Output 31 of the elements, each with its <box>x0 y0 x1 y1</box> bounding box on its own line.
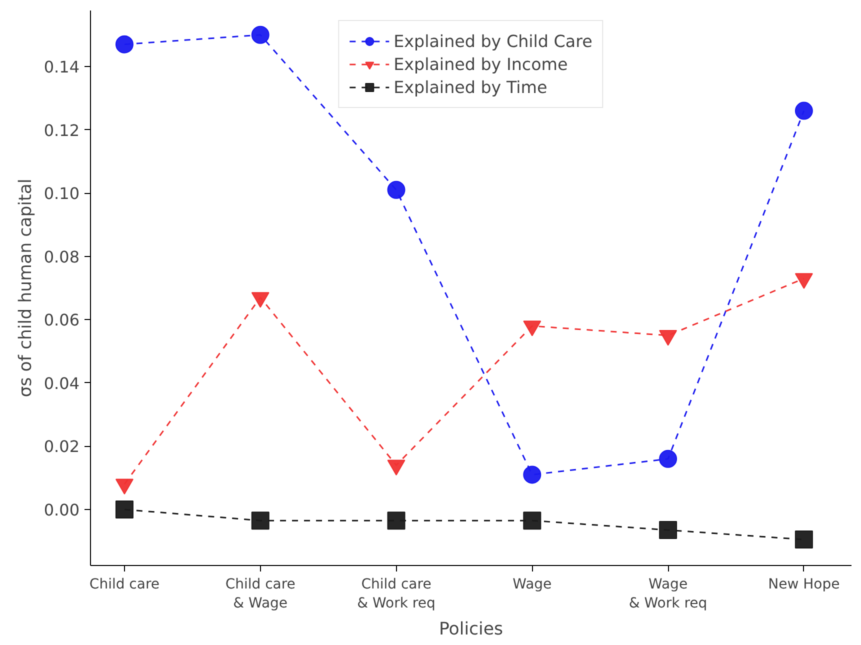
y-tick-label: 0.06 <box>44 310 80 330</box>
point <box>659 450 678 468</box>
legend-label: Explained by Income <box>394 54 568 74</box>
x-tick-label: New Hope <box>768 576 840 592</box>
y-tick-label: 0.12 <box>44 120 80 140</box>
y-tick-label: 0.08 <box>44 247 80 266</box>
legend-label: Explained by Child Care <box>394 32 592 50</box>
point <box>387 512 406 530</box>
point <box>794 530 813 549</box>
point <box>387 180 406 199</box>
y-tick-label: 0.02 <box>44 437 80 456</box>
x-tick-label: Child care <box>89 576 160 592</box>
y-tick-label: 0.00 <box>44 500 80 520</box>
x-tick-label: Wage & Work req <box>628 576 708 612</box>
legend-label: Explained by Time <box>394 78 548 96</box>
point <box>659 521 678 540</box>
y-tick-label: 0.04 <box>44 374 80 393</box>
point <box>523 512 542 530</box>
y-axis-title: σs of child human capital <box>16 178 36 398</box>
y-tick-label: 0.14 <box>44 58 80 77</box>
x-tick-label: Wage <box>512 576 552 592</box>
point <box>523 466 542 484</box>
point <box>115 500 134 518</box>
point <box>115 35 134 54</box>
y-tick-label: 0.10 <box>44 184 80 204</box>
point <box>251 26 270 44</box>
x-tick-label: Child care & Wage <box>225 576 296 612</box>
point <box>251 512 270 530</box>
x-axis-title: Policies <box>438 620 504 640</box>
x-tick-label: Child care & Work req <box>357 576 436 612</box>
point <box>794 102 813 120</box>
